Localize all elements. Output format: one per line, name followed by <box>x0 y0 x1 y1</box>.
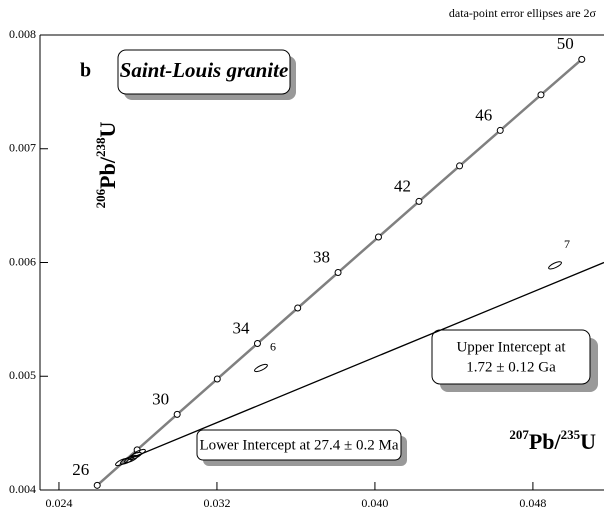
concordia-point <box>294 304 302 312</box>
x-tick-label: 0.032 <box>203 496 230 510</box>
panel-letter: b <box>80 60 91 82</box>
age-label: 26 <box>72 460 89 479</box>
x-axis-label: 207Pb/235U <box>509 427 596 454</box>
x-tick-label: 0.040 <box>361 496 388 510</box>
age-label: 38 <box>313 247 330 266</box>
error-ellipse <box>254 363 268 373</box>
y-tick-label: 0.006 <box>9 254 36 268</box>
concordia-point <box>334 269 342 277</box>
error-ellipse <box>548 261 562 270</box>
y-tick-label: 0.004 <box>9 482 36 496</box>
age-label: 30 <box>152 389 169 408</box>
concordia-point <box>253 339 261 347</box>
upper-intercept: Upper Intercept at <box>456 339 566 355</box>
ellipse-label: 7 <box>564 237 570 251</box>
concordia-point <box>456 162 464 170</box>
y-axis-label: 206Pb/238U <box>93 122 120 209</box>
title-box <box>117 49 291 95</box>
age-label: 34 <box>232 318 250 337</box>
concordia-point <box>578 55 586 63</box>
y-tick-label: 0.008 <box>9 27 36 41</box>
discordia-line <box>125 261 604 462</box>
error-ellipse <box>128 451 142 461</box>
age-label: 50 <box>557 34 574 53</box>
concordia-point <box>537 91 545 99</box>
upper-intercept: 1.72 ± 0.12 Ga <box>466 359 556 375</box>
y-tick-label: 0.005 <box>9 368 36 382</box>
x-tick-label: 0.048 <box>519 496 546 510</box>
age-label: 42 <box>394 176 411 195</box>
upper-box <box>431 329 591 385</box>
concordia-point <box>213 375 221 383</box>
title: Saint-Louis granite <box>120 58 289 82</box>
x-tick-label: 0.024 <box>45 496 72 510</box>
concordia-point <box>374 233 382 241</box>
concordia-point <box>93 481 101 489</box>
ellipse-label: 6 <box>270 340 276 354</box>
lower-box <box>196 429 402 461</box>
y-tick-label: 0.007 <box>9 141 36 155</box>
age-label: 46 <box>475 105 492 124</box>
concordia-point <box>173 410 181 418</box>
note: data-point error ellipses are 2σ <box>449 6 597 20</box>
concordia-point <box>496 126 504 134</box>
error-ellipse <box>132 448 146 458</box>
lower-intercept: Lower Intercept at 27.4 ± 0.2 Ma <box>200 437 399 453</box>
concordia-point <box>415 197 423 205</box>
